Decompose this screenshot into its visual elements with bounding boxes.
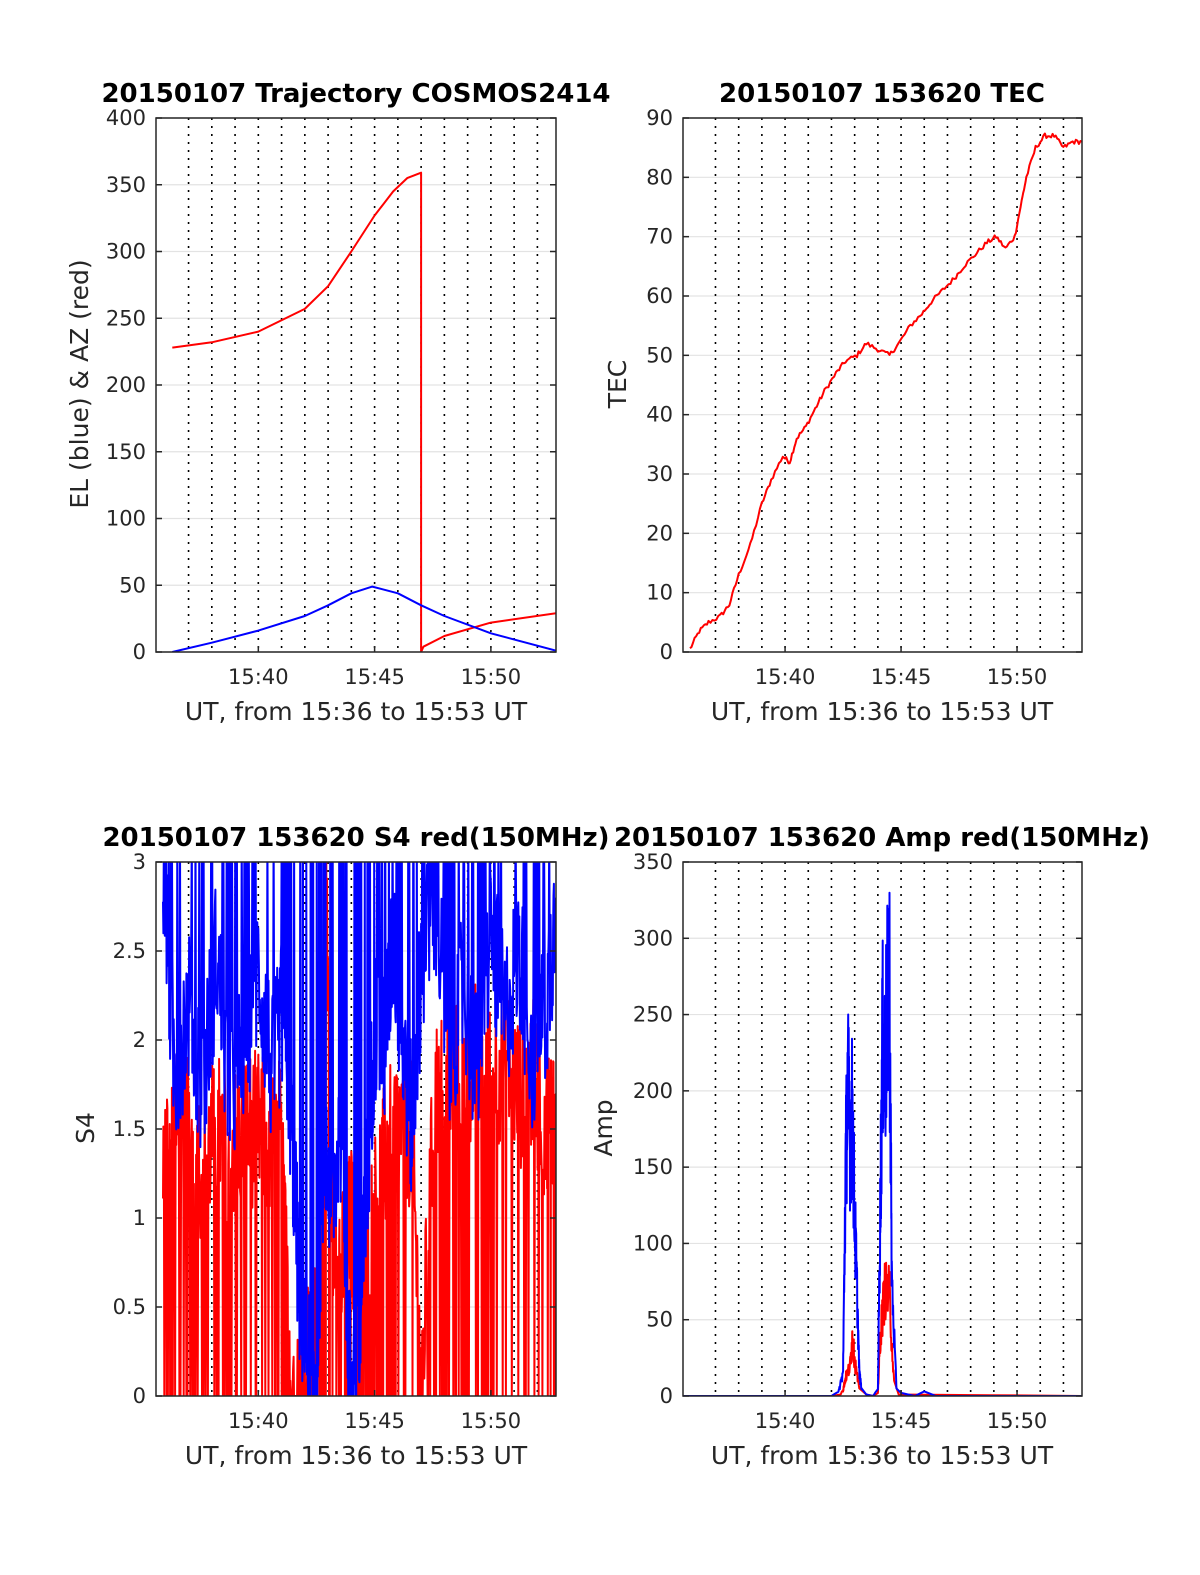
amp-ytick-label-7: 350 (633, 850, 673, 874)
s4-ytick-label-0: 0 (133, 1384, 146, 1408)
amp-title: 20150107 153620 Amp red(150MHz) (614, 823, 1150, 853)
s4-series-0 (162, 862, 556, 1396)
tec-title: 20150107 153620 TEC (719, 79, 1045, 109)
s4-ytick-label-2: 1 (133, 1206, 146, 1230)
trajectory-ytick-label-3: 150 (106, 440, 146, 464)
tec-ytick-label-3: 30 (646, 462, 673, 486)
trajectory-series-0 (172, 171, 556, 652)
tec-ytick-label-0: 0 (660, 640, 673, 664)
amp-ytick-label-3: 150 (633, 1155, 673, 1179)
s4-xtick-label-0: 15:40 (228, 1409, 289, 1433)
s4-title: 20150107 153620 S4 red(150MHz) (102, 823, 609, 853)
amp-panel: 20150107 153620 Amp red(150MHz) UT, from… (589, 823, 1150, 1470)
tec-ylabel: TEC (603, 360, 632, 410)
tec-ytick-label-4: 40 (646, 403, 673, 427)
s4-ytick-label-3: 1.5 (113, 1117, 146, 1141)
trajectory-ylabel: EL (blue) & AZ (red) (65, 259, 94, 508)
tec-ytick-label-1: 10 (646, 581, 673, 605)
tec-ytick-label-8: 80 (646, 165, 673, 189)
tec-ytick-label-5: 50 (646, 343, 673, 367)
tec-xtick-label-1: 15:45 (871, 665, 932, 689)
s4-ytick-label-5: 2.5 (113, 939, 146, 963)
trajectory-ytick-label-6: 300 (106, 240, 146, 264)
tec-xtick-label-0: 15:40 (755, 665, 816, 689)
amp-xtick-label-1: 15:45 (871, 1409, 932, 1433)
amp-plot-area (683, 891, 1082, 1396)
amp-ytick-label-6: 300 (633, 926, 673, 950)
trajectory-panel: 20150107 Trajectory COSMOS2414 UT, from … (65, 79, 611, 726)
amp-axes-box (682, 861, 1083, 1397)
tec-ytick-label-9: 90 (646, 106, 673, 130)
amp-xlabel: UT, from 15:36 to 15:53 UT (711, 1441, 1054, 1470)
s4-ytick-label-4: 2 (133, 1028, 146, 1052)
s4-xlabel: UT, from 15:36 to 15:53 UT (185, 1441, 528, 1470)
tec-ytick-label-6: 60 (646, 284, 673, 308)
amp-ytick-label-1: 50 (646, 1308, 673, 1332)
amp-ylabel: Amp (589, 1099, 618, 1156)
amp-series-1 (683, 891, 1082, 1396)
tec-plot-area (689, 132, 1082, 650)
amp-series-0 (683, 1261, 1082, 1396)
s4-xtick-label-1: 15:45 (344, 1409, 405, 1433)
amp-ytick-label-0: 0 (660, 1384, 673, 1408)
tec-ytick-label-7: 70 (646, 225, 673, 249)
trajectory-xtick-label-0: 15:40 (228, 665, 289, 689)
tec-xlabel: UT, from 15:36 to 15:53 UT (711, 697, 1054, 726)
trajectory-ytick-label-1: 50 (119, 573, 146, 597)
trajectory-plot-area (172, 171, 556, 652)
amp-ytick-label-2: 100 (633, 1231, 673, 1255)
trajectory-xtick-label-2: 15:50 (461, 665, 522, 689)
s4-ytick-label-6: 3 (133, 850, 146, 874)
trajectory-ytick-label-5: 250 (106, 306, 146, 330)
amp-xtick-label-2: 15:50 (987, 1409, 1048, 1433)
s4-panel: 20150107 153620 S4 red(150MHz) UT, from … (71, 823, 610, 1470)
amp-ytick-label-4: 200 (633, 1079, 673, 1103)
s4-ytick-label-1: 0.5 (113, 1295, 146, 1319)
tec-panel: 20150107 153620 TEC UT, from 15:36 to 15… (603, 79, 1083, 726)
tec-axes-box (682, 117, 1083, 653)
tec-series-0 (689, 132, 1082, 650)
tec-ytick-label-2: 20 (646, 521, 673, 545)
trajectory-ytick-label-2: 100 (106, 507, 146, 531)
s4-ylabel: S4 (71, 1112, 100, 1144)
amp-xtick-label-0: 15:40 (755, 1409, 816, 1433)
tec-xtick-label-2: 15:50 (987, 665, 1048, 689)
s4-xtick-label-2: 15:50 (461, 1409, 522, 1433)
trajectory-xtick-label-1: 15:45 (344, 665, 405, 689)
trajectory-title: 20150107 Trajectory COSMOS2414 (101, 79, 610, 109)
trajectory-series-1 (172, 585, 556, 652)
trajectory-ytick-label-4: 200 (106, 373, 146, 397)
s4-series-1 (162, 862, 556, 1396)
trajectory-ytick-label-7: 350 (106, 173, 146, 197)
amp-ytick-label-5: 250 (633, 1003, 673, 1027)
s4-plot-area (162, 862, 556, 1396)
trajectory-ytick-label-8: 400 (106, 106, 146, 130)
trajectory-xlabel: UT, from 15:36 to 15:53 UT (185, 697, 528, 726)
trajectory-ytick-label-0: 0 (133, 640, 146, 664)
